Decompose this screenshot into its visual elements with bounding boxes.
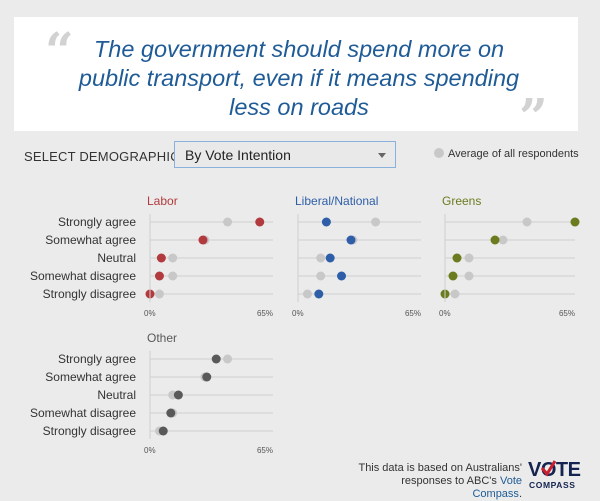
tick-label: 65%	[257, 446, 273, 455]
category-label: Somewhat disagree	[30, 269, 136, 283]
chevron-down-icon	[378, 153, 386, 158]
data-point-labor	[198, 235, 208, 245]
panel-title-greens: Greens	[442, 194, 481, 208]
panel-title-labor: Labor	[147, 194, 178, 208]
category-label: Somewhat agree	[45, 233, 136, 247]
panel-title-other: Other	[147, 331, 177, 345]
footnote-text: This data is based on Australians' respo…	[358, 462, 522, 487]
data-point-greens	[452, 253, 462, 263]
category-label: Strongly disagree	[43, 424, 137, 438]
average-point	[302, 289, 312, 299]
category-label: Strongly agree	[58, 215, 136, 229]
data-point-labor	[255, 217, 265, 227]
vote-compass-logo: VOTE COMPASS	[528, 459, 581, 492]
average-point	[498, 235, 508, 245]
average-legend-dot	[434, 148, 444, 158]
vote-compass-link[interactable]: Vote Compass	[472, 475, 522, 500]
average-point	[450, 289, 460, 299]
average-point	[168, 271, 178, 281]
data-point-labor	[154, 271, 164, 281]
data-point-liberal-national	[321, 217, 331, 227]
average-point	[223, 217, 233, 227]
logo-compass-text: COMPASS	[529, 480, 576, 490]
average-point	[371, 217, 381, 227]
panel-title-liberal-national: Liberal/National	[295, 194, 378, 208]
data-point-other	[158, 426, 168, 436]
logo-vote-text: VOTE	[528, 459, 581, 481]
close-quote-icon: ”	[519, 87, 548, 146]
average-point	[464, 271, 474, 281]
data-point-greens	[448, 271, 458, 281]
average-point	[522, 217, 532, 227]
data-point-labor	[156, 253, 166, 263]
open-quote-icon: “	[45, 21, 74, 80]
tick-label: 0%	[144, 446, 156, 455]
data-point-greens	[570, 217, 580, 227]
category-label: Somewhat disagree	[30, 406, 136, 420]
data-point-liberal-national	[346, 235, 356, 245]
question-card: “ The government should spend more on pu…	[14, 17, 578, 142]
tick-label: 0%	[292, 309, 304, 318]
footnote-end: .	[518, 488, 522, 500]
data-point-other	[173, 390, 183, 400]
data-point-liberal-national	[337, 271, 347, 281]
data-point-other	[166, 408, 176, 418]
average-point	[168, 253, 178, 263]
tick-label: 65%	[405, 309, 421, 318]
average-point	[464, 253, 474, 263]
average-point	[316, 253, 326, 263]
tick-label: 0%	[144, 309, 156, 318]
category-label: Strongly disagree	[43, 287, 137, 301]
average-point	[316, 271, 326, 281]
average-legend-label: Average of all respondents	[448, 148, 579, 160]
demographics-select[interactable]: By Vote Intention	[174, 141, 396, 168]
category-label: Neutral	[97, 251, 136, 265]
tick-label: 65%	[559, 309, 575, 318]
footnote: This data is based on Australians' respo…	[356, 462, 522, 501]
demographics-label: SELECT DEMOGRAPHICS:	[24, 149, 193, 164]
category-label: Neutral	[97, 388, 136, 402]
demographics-select-value: By Vote Intention	[185, 147, 291, 163]
data-point-greens	[490, 235, 500, 245]
tick-label: 65%	[257, 309, 273, 318]
category-label: Strongly agree	[58, 352, 136, 366]
average-point	[223, 354, 233, 364]
tick-label: 0%	[439, 309, 451, 318]
data-point-other	[211, 354, 221, 364]
data-point-liberal-national	[314, 289, 324, 299]
average-point	[154, 289, 164, 299]
question-text: The government should spend more on publ…	[78, 36, 520, 120]
logo-check-icon	[540, 460, 556, 477]
data-point-other	[202, 372, 212, 382]
category-label: Somewhat agree	[45, 370, 136, 384]
data-point-liberal-national	[325, 253, 335, 263]
